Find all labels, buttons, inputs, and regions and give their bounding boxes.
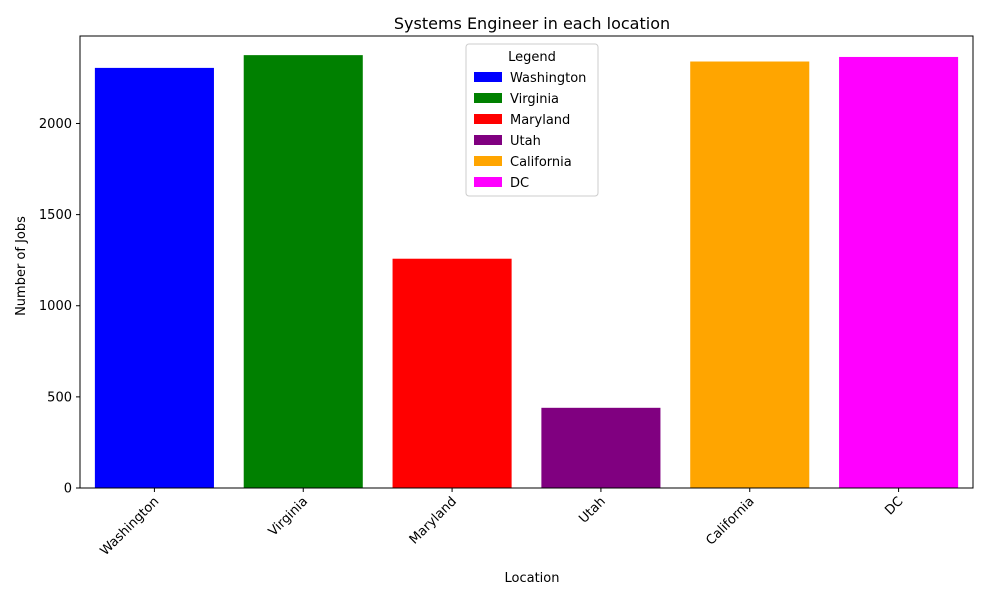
x-tick-label-washington: Washington — [98, 494, 163, 559]
bar-washington — [94, 67, 214, 488]
legend-swatch-washington — [474, 72, 502, 82]
x-tick-label-maryland: Maryland — [407, 494, 460, 547]
legend-swatch-utah — [474, 135, 502, 145]
x-axis-label: Location — [505, 571, 560, 586]
x-tick-label-virginia: Virginia — [266, 494, 311, 539]
y-tick-label: 0 — [64, 482, 72, 497]
legend: Legend Washington Virginia Maryland Utah Cali… — [465, 43, 599, 197]
legend-swatch-virginia — [474, 93, 502, 103]
legend-label-utah: Utah — [510, 134, 541, 149]
x-tick-label-utah: Utah — [576, 494, 608, 526]
legend-label-california: California — [510, 155, 572, 170]
chart-title: Systems Engineer in each location — [394, 14, 670, 33]
bar-utah — [541, 407, 661, 488]
legend-swatch-california — [474, 156, 502, 166]
x-tick-label-california: California — [703, 494, 757, 548]
plot-frame — [79, 35, 974, 489]
bar-maryland — [392, 258, 512, 488]
bar-dc — [839, 56, 959, 488]
legend-label-maryland: Maryland — [510, 113, 570, 128]
y-axis-label: Number of Jobs — [14, 216, 29, 316]
legend-label-virginia: Virginia — [510, 92, 559, 107]
y-tick-label: 1000 — [39, 299, 72, 314]
legend-swatch-dc — [474, 177, 502, 187]
y-tick-label: 1500 — [39, 208, 72, 223]
y-tick-label: 500 — [47, 390, 72, 405]
legend-title: Legend — [508, 50, 556, 65]
bar-virginia — [243, 55, 363, 489]
x-tick-label-dc: DC — [882, 494, 906, 518]
legend-label-dc: DC — [510, 176, 529, 191]
legend-label-washington: Washington — [510, 71, 586, 86]
bar-california — [690, 61, 810, 489]
y-tick-label: 2000 — [39, 117, 72, 132]
legend-swatch-maryland — [474, 114, 502, 124]
